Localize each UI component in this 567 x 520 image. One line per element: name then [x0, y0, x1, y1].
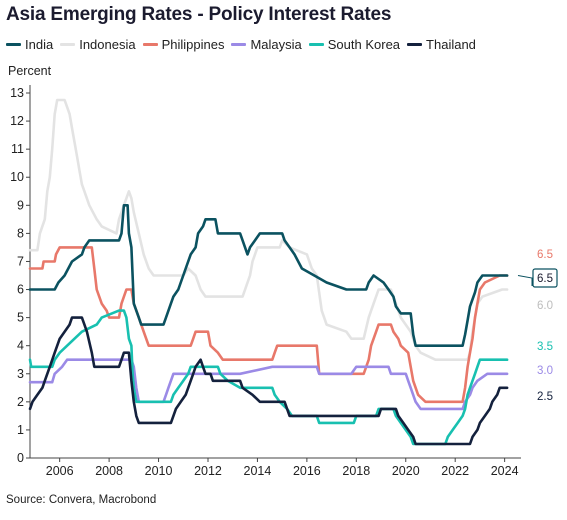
x-tick-label: 2016 — [293, 464, 321, 478]
x-tick-label: 2014 — [244, 464, 272, 478]
legend-label-south-korea: South Korea — [327, 36, 401, 52]
y-axis-title: Percent — [8, 64, 52, 78]
end-label-india: 6.5 — [537, 273, 553, 285]
legend: India Indonesia Philippines Malaysia Sou… — [6, 35, 483, 53]
x-tick-label: 2006 — [46, 464, 74, 478]
x-tick-label: 2018 — [342, 464, 370, 478]
y-tick-label: 2 — [17, 395, 24, 409]
end-label-philippines: 6.5 — [537, 249, 553, 261]
y-tick-label: 1 — [17, 423, 24, 437]
series-line-indonesia — [28, 98, 509, 361]
x-tick-label: 2012 — [194, 464, 222, 478]
y-tick-label: 9 — [17, 198, 24, 212]
legend-swatch-philippines — [142, 42, 158, 46]
y-tick-label: 5 — [17, 311, 24, 325]
series-line-philippines — [28, 246, 509, 404]
y-tick-label: 13 — [10, 86, 24, 100]
x-tick-label: 2010 — [145, 464, 173, 478]
legend-item-malaysia: Malaysia — [231, 36, 302, 52]
legend-item-thailand: Thailand — [407, 37, 476, 52]
y-tick-label: 10 — [10, 170, 24, 184]
end-label-indonesia: 6.0 — [537, 300, 553, 312]
source-note: Source: Convera, Macrobond — [6, 494, 157, 506]
legend-item-indonesia: Indonesia — [60, 36, 136, 52]
legend-swatch-south-korea — [308, 42, 324, 46]
y-tick-label: 11 — [11, 142, 24, 156]
end-label-box-india — [532, 268, 558, 288]
legend-item-south-korea: South Korea — [308, 36, 401, 52]
y-tick-label: 12 — [10, 114, 24, 128]
x-tick-label: 2022 — [441, 464, 469, 478]
legend-item-india: India — [6, 37, 53, 52]
y-tick-label: 3 — [17, 367, 24, 381]
x-tick-label: 2024 — [491, 464, 519, 478]
series-line-thailand — [28, 316, 509, 446]
end-label-south-korea: 3.5 — [537, 341, 553, 353]
y-tick-label: 4 — [17, 339, 24, 353]
legend-swatch-indonesia — [60, 42, 76, 46]
legend-label-philippines: Philippines — [161, 36, 225, 52]
legend-label-indonesia: Indonesia — [79, 36, 136, 52]
chart-title: Asia Emerging Rates - Policy Interest Ra… — [6, 4, 392, 25]
legend-label-thailand: Thailand — [426, 36, 476, 52]
series-line-india — [28, 204, 509, 347]
end-label-pointer-india — [517, 275, 533, 286]
end-label-thailand: 2.5 — [537, 391, 553, 403]
legend-swatch-malaysia — [231, 42, 247, 46]
legend-swatch-thailand — [407, 42, 423, 46]
end-label-malaysia: 3.0 — [537, 365, 553, 377]
legend-label-india: India — [25, 36, 54, 52]
legend-label-malaysia: Malaysia — [250, 36, 302, 52]
y-tick-label: 6 — [17, 283, 24, 297]
x-tick-label: 2008 — [95, 464, 123, 478]
legend-item-philippines: Philippines — [142, 36, 225, 52]
y-tick-label: 7 — [17, 254, 24, 268]
legend-swatch-india — [6, 42, 21, 46]
y-tick-label: 8 — [17, 226, 24, 240]
x-tick-label: 2020 — [392, 464, 420, 478]
y-tick-label: 0 — [17, 451, 24, 465]
series-line-south-korea — [28, 309, 509, 446]
